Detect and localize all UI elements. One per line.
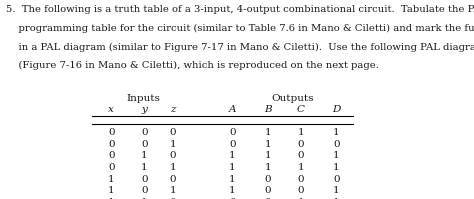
Text: 1: 1 <box>264 140 271 149</box>
Text: 1: 1 <box>333 198 340 199</box>
Text: 1: 1 <box>229 186 236 195</box>
Text: 1: 1 <box>141 198 148 199</box>
Text: 1: 1 <box>141 163 148 172</box>
Text: 1: 1 <box>108 198 115 199</box>
Text: 0: 0 <box>264 175 271 183</box>
Text: 1: 1 <box>333 186 340 195</box>
Text: (Figure 7-16 in Mano & Ciletti), which is reproduced on the next page.: (Figure 7-16 in Mano & Ciletti), which i… <box>6 61 379 70</box>
Text: 1: 1 <box>333 163 340 172</box>
Text: 1: 1 <box>298 128 304 137</box>
Text: 1: 1 <box>229 151 236 160</box>
Text: 1: 1 <box>229 163 236 172</box>
Text: 1: 1 <box>141 151 148 160</box>
Text: 0: 0 <box>108 140 115 149</box>
Text: 0: 0 <box>108 151 115 160</box>
Text: B: B <box>264 105 272 114</box>
Text: 1: 1 <box>264 128 271 137</box>
Text: A: A <box>228 105 236 114</box>
Text: D: D <box>332 105 341 114</box>
Text: 0: 0 <box>333 140 340 149</box>
Text: 0: 0 <box>141 128 148 137</box>
Text: programming table for the circuit (similar to Table 7.6 in Mano & Ciletti) and m: programming table for the circuit (simil… <box>6 24 474 33</box>
Text: Outputs: Outputs <box>272 95 314 103</box>
Text: C: C <box>297 105 305 114</box>
Text: 1: 1 <box>333 128 340 137</box>
Text: 1: 1 <box>170 186 176 195</box>
Text: z: z <box>170 105 176 114</box>
Text: 0: 0 <box>264 198 271 199</box>
Text: 0: 0 <box>264 186 271 195</box>
Text: 0: 0 <box>229 198 236 199</box>
Text: 0: 0 <box>298 186 304 195</box>
Text: 0: 0 <box>229 128 236 137</box>
Text: 1: 1 <box>170 163 176 172</box>
Text: 0: 0 <box>333 175 340 183</box>
Text: 1: 1 <box>298 198 304 199</box>
Text: x: x <box>109 105 114 114</box>
Text: 0: 0 <box>170 198 176 199</box>
Text: 0: 0 <box>141 140 148 149</box>
Text: 1: 1 <box>229 175 236 183</box>
Text: in a PAL diagram (similar to Figure 7-17 in Mano & Ciletti).  Use the following : in a PAL diagram (similar to Figure 7-17… <box>6 42 474 52</box>
Text: 0: 0 <box>108 128 115 137</box>
Text: 0: 0 <box>141 175 148 183</box>
Text: 0: 0 <box>108 163 115 172</box>
Text: 0: 0 <box>298 151 304 160</box>
Text: Inputs: Inputs <box>126 95 160 103</box>
Text: 0: 0 <box>298 175 304 183</box>
Text: 1: 1 <box>264 151 271 160</box>
Text: 1: 1 <box>264 163 271 172</box>
Text: y: y <box>142 105 147 114</box>
Text: 0: 0 <box>298 140 304 149</box>
Text: 0: 0 <box>170 128 176 137</box>
Text: 1: 1 <box>333 151 340 160</box>
Text: 5.  The following is a truth table of a 3-input, 4-output combinational circuit.: 5. The following is a truth table of a 3… <box>6 5 474 14</box>
Text: 1: 1 <box>298 163 304 172</box>
Text: 1: 1 <box>170 140 176 149</box>
Text: 1: 1 <box>108 186 115 195</box>
Text: 0: 0 <box>229 140 236 149</box>
Text: 1: 1 <box>108 175 115 183</box>
Text: 0: 0 <box>141 186 148 195</box>
Text: 0: 0 <box>170 175 176 183</box>
Text: 0: 0 <box>170 151 176 160</box>
